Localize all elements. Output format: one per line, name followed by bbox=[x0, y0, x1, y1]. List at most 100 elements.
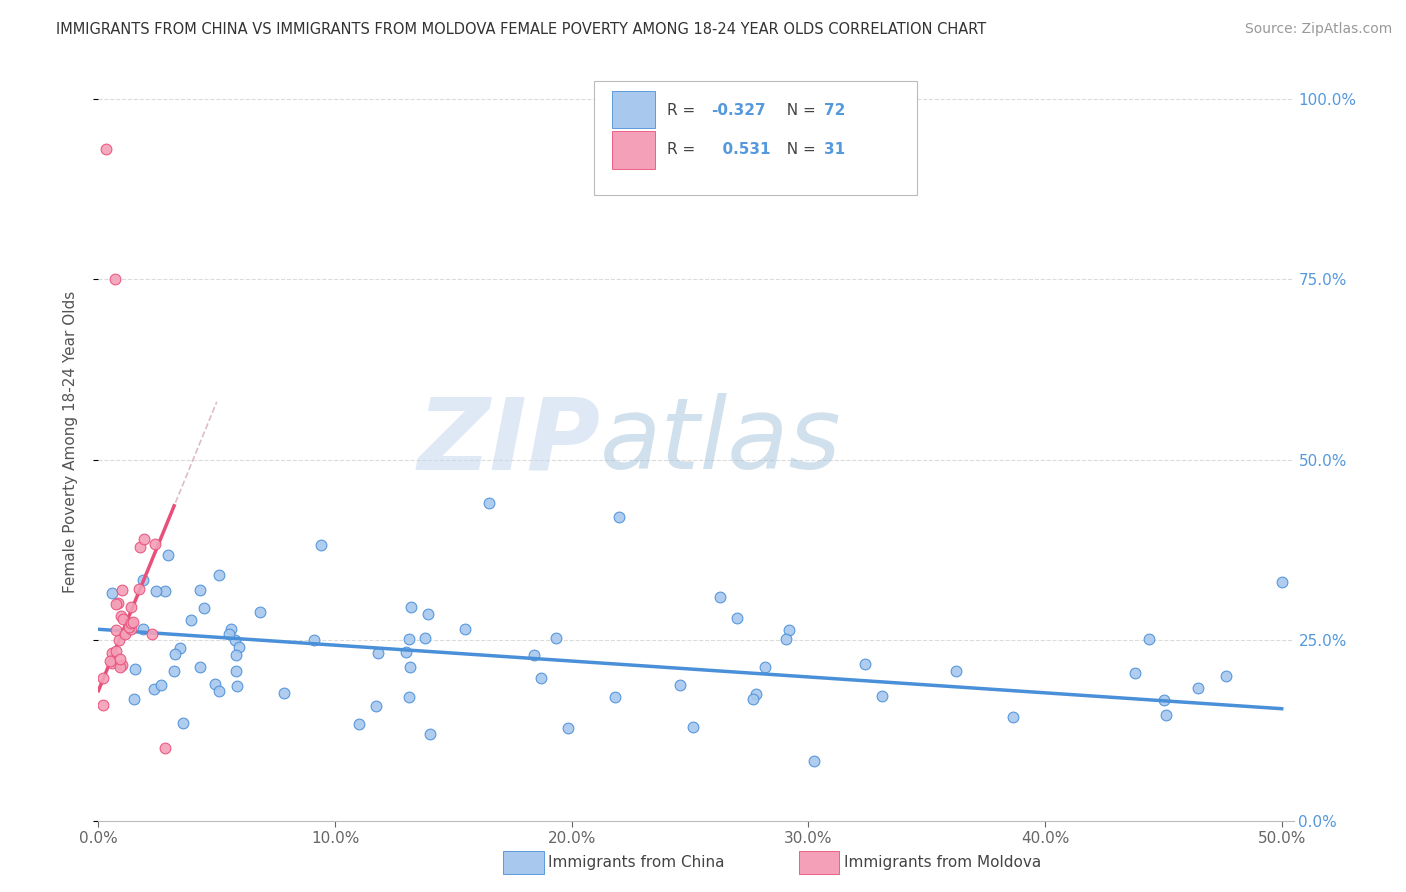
Point bbox=[523, 648, 546, 662]
Point bbox=[108, 633, 131, 648]
Point bbox=[150, 678, 173, 692]
Point bbox=[398, 632, 420, 646]
Point bbox=[219, 623, 242, 637]
Point bbox=[224, 633, 246, 648]
Point bbox=[143, 537, 166, 551]
Point bbox=[416, 607, 439, 621]
Point bbox=[111, 583, 134, 598]
Point bbox=[1137, 632, 1160, 647]
Point bbox=[157, 548, 180, 562]
Point bbox=[454, 622, 477, 636]
Point bbox=[603, 690, 626, 704]
Point bbox=[208, 568, 231, 582]
Point bbox=[101, 656, 124, 670]
Point bbox=[188, 582, 211, 597]
Point bbox=[607, 510, 630, 524]
Point bbox=[169, 640, 191, 655]
Text: R =: R = bbox=[668, 103, 700, 118]
Point bbox=[399, 660, 422, 674]
Point bbox=[226, 679, 249, 693]
Point bbox=[114, 627, 136, 641]
Text: N =: N = bbox=[778, 142, 821, 157]
Text: N =: N = bbox=[778, 103, 821, 118]
Point bbox=[754, 659, 776, 673]
FancyBboxPatch shape bbox=[613, 131, 655, 169]
Point bbox=[803, 755, 825, 769]
Point bbox=[124, 662, 146, 676]
Point bbox=[273, 686, 295, 700]
Point bbox=[107, 596, 129, 610]
Text: Source: ZipAtlas.com: Source: ZipAtlas.com bbox=[1244, 22, 1392, 37]
Point bbox=[111, 657, 134, 672]
Point bbox=[193, 601, 215, 615]
Point bbox=[120, 599, 142, 614]
Point bbox=[668, 678, 690, 692]
Point bbox=[309, 538, 332, 552]
Point bbox=[225, 648, 247, 662]
Text: ZIP: ZIP bbox=[418, 393, 600, 490]
Point bbox=[218, 626, 240, 640]
Point bbox=[104, 597, 127, 611]
Point bbox=[530, 671, 553, 685]
Text: 31: 31 bbox=[824, 142, 845, 157]
Point bbox=[225, 664, 247, 678]
Point bbox=[398, 690, 420, 704]
Point bbox=[94, 142, 117, 156]
Point bbox=[745, 687, 768, 701]
Point bbox=[134, 532, 156, 546]
Point bbox=[872, 690, 894, 704]
Point bbox=[399, 600, 422, 615]
Text: atlas: atlas bbox=[600, 393, 842, 490]
Point bbox=[1215, 669, 1237, 683]
Point bbox=[419, 727, 441, 741]
Point bbox=[104, 623, 127, 637]
Point bbox=[853, 657, 876, 672]
Point bbox=[104, 272, 127, 286]
Point bbox=[394, 645, 416, 659]
Point bbox=[112, 625, 135, 640]
Point bbox=[163, 664, 186, 678]
Point bbox=[128, 582, 150, 596]
Point bbox=[128, 541, 150, 555]
Point bbox=[208, 684, 231, 698]
Point bbox=[118, 619, 141, 633]
Point bbox=[1153, 692, 1175, 706]
Point bbox=[367, 646, 389, 660]
Point bbox=[91, 671, 114, 685]
Point bbox=[709, 590, 731, 604]
Point bbox=[945, 664, 967, 678]
Point bbox=[180, 614, 202, 628]
Point bbox=[145, 584, 167, 599]
Text: -0.327: -0.327 bbox=[711, 103, 766, 118]
Point bbox=[120, 623, 142, 637]
Point bbox=[122, 615, 145, 629]
Point bbox=[91, 698, 114, 713]
Point bbox=[249, 605, 271, 619]
Point bbox=[143, 682, 166, 697]
Point bbox=[165, 647, 187, 661]
Point bbox=[775, 632, 797, 646]
Point bbox=[1154, 708, 1177, 723]
Text: R =: R = bbox=[668, 142, 700, 157]
Text: Immigrants from China: Immigrants from China bbox=[548, 855, 725, 870]
Text: Immigrants from Moldova: Immigrants from Moldova bbox=[844, 855, 1040, 870]
Point bbox=[120, 615, 142, 630]
Text: 72: 72 bbox=[824, 103, 845, 118]
Point bbox=[302, 633, 325, 648]
Point bbox=[153, 741, 176, 756]
Point bbox=[682, 720, 704, 734]
Point bbox=[132, 623, 155, 637]
Point bbox=[104, 643, 127, 657]
Text: 0.531: 0.531 bbox=[711, 142, 770, 157]
Point bbox=[347, 717, 370, 731]
Point bbox=[98, 654, 121, 668]
Point bbox=[1271, 575, 1294, 590]
Point bbox=[1002, 709, 1025, 723]
Point bbox=[110, 660, 132, 674]
Point bbox=[742, 691, 765, 706]
Point bbox=[101, 585, 124, 599]
Point bbox=[101, 646, 124, 660]
Point bbox=[413, 631, 436, 645]
Y-axis label: Female Poverty Among 18-24 Year Olds: Female Poverty Among 18-24 Year Olds bbox=[63, 291, 77, 592]
Point bbox=[478, 496, 501, 510]
